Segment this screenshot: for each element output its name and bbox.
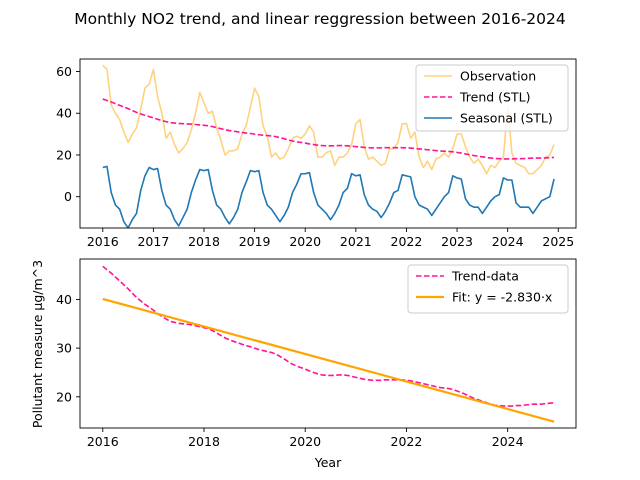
y-tick-label: 60	[56, 64, 72, 79]
legend-label-fit-y-2-830-x: Fit: y = -2.830·x	[452, 290, 552, 305]
x-tick-label: 2018	[188, 234, 220, 249]
legend-label-trend-data: Trend-data	[451, 269, 519, 284]
legend-label-seasonal-stl: Seasonal (STL)	[460, 111, 553, 126]
x-tick-label: 2022	[391, 234, 423, 249]
x-tick-label: 2022	[391, 434, 423, 449]
x-axis-label: Year	[314, 455, 342, 470]
legend: Observation Trend (STL) Seasonal (STL)	[415, 64, 569, 132]
axes-frame	[79, 258, 577, 429]
x-tick-label: 2018	[188, 434, 220, 449]
x-tick-label: 2016	[87, 434, 119, 449]
legend-box	[407, 264, 569, 314]
x-tick-label: 2020	[289, 434, 321, 449]
series-line-observation	[102, 64, 555, 175]
x-tick-label: 2025	[542, 234, 574, 249]
x-tick-label: 2019	[239, 234, 271, 249]
series-line-trend-data	[102, 265, 555, 407]
x-tick-label: 2023	[441, 234, 473, 249]
x-tick-label: 2024	[492, 234, 524, 249]
legend-label-observation: Observation	[460, 69, 536, 84]
legend-label-trend-stl: Trend (STL)	[459, 90, 530, 105]
axes-frame	[79, 58, 577, 229]
x-tick-label: 2020	[289, 234, 321, 249]
chart-title: Monthly NO2 trend, and linear reggressio…	[74, 10, 566, 28]
x-tick-label: 2016	[87, 234, 119, 249]
series-line-fit-y-2-830-x	[102, 297, 555, 423]
y-axis-label: Pollutant measure µg/m^3	[30, 260, 45, 428]
legend-box	[415, 64, 569, 132]
y-tick-label: 40	[56, 292, 72, 307]
x-tick-label: 2017	[137, 234, 169, 249]
x-tick-label: 2024	[492, 434, 524, 449]
y-tick-label: 0	[64, 189, 72, 204]
y-tick-label: 40	[56, 106, 72, 121]
y-tick-label: 20	[56, 389, 72, 404]
x-tick-label: 2021	[340, 234, 372, 249]
upper-chart-panel: 2016 2017 2018 2019 2020 2021 2022 2023 2024 2025…	[56, 58, 577, 249]
y-tick-label: 20	[56, 147, 72, 162]
series-line-seasonal-stl	[102, 165, 555, 228]
y-tick-label: 30	[56, 341, 72, 356]
legend: Trend-data Fit: y = -2.830·x	[407, 264, 569, 314]
lower-chart-panel: 2016 2018 2020 2022 2024 20 30 40 Trend-data Fit:…	[56, 258, 577, 449]
